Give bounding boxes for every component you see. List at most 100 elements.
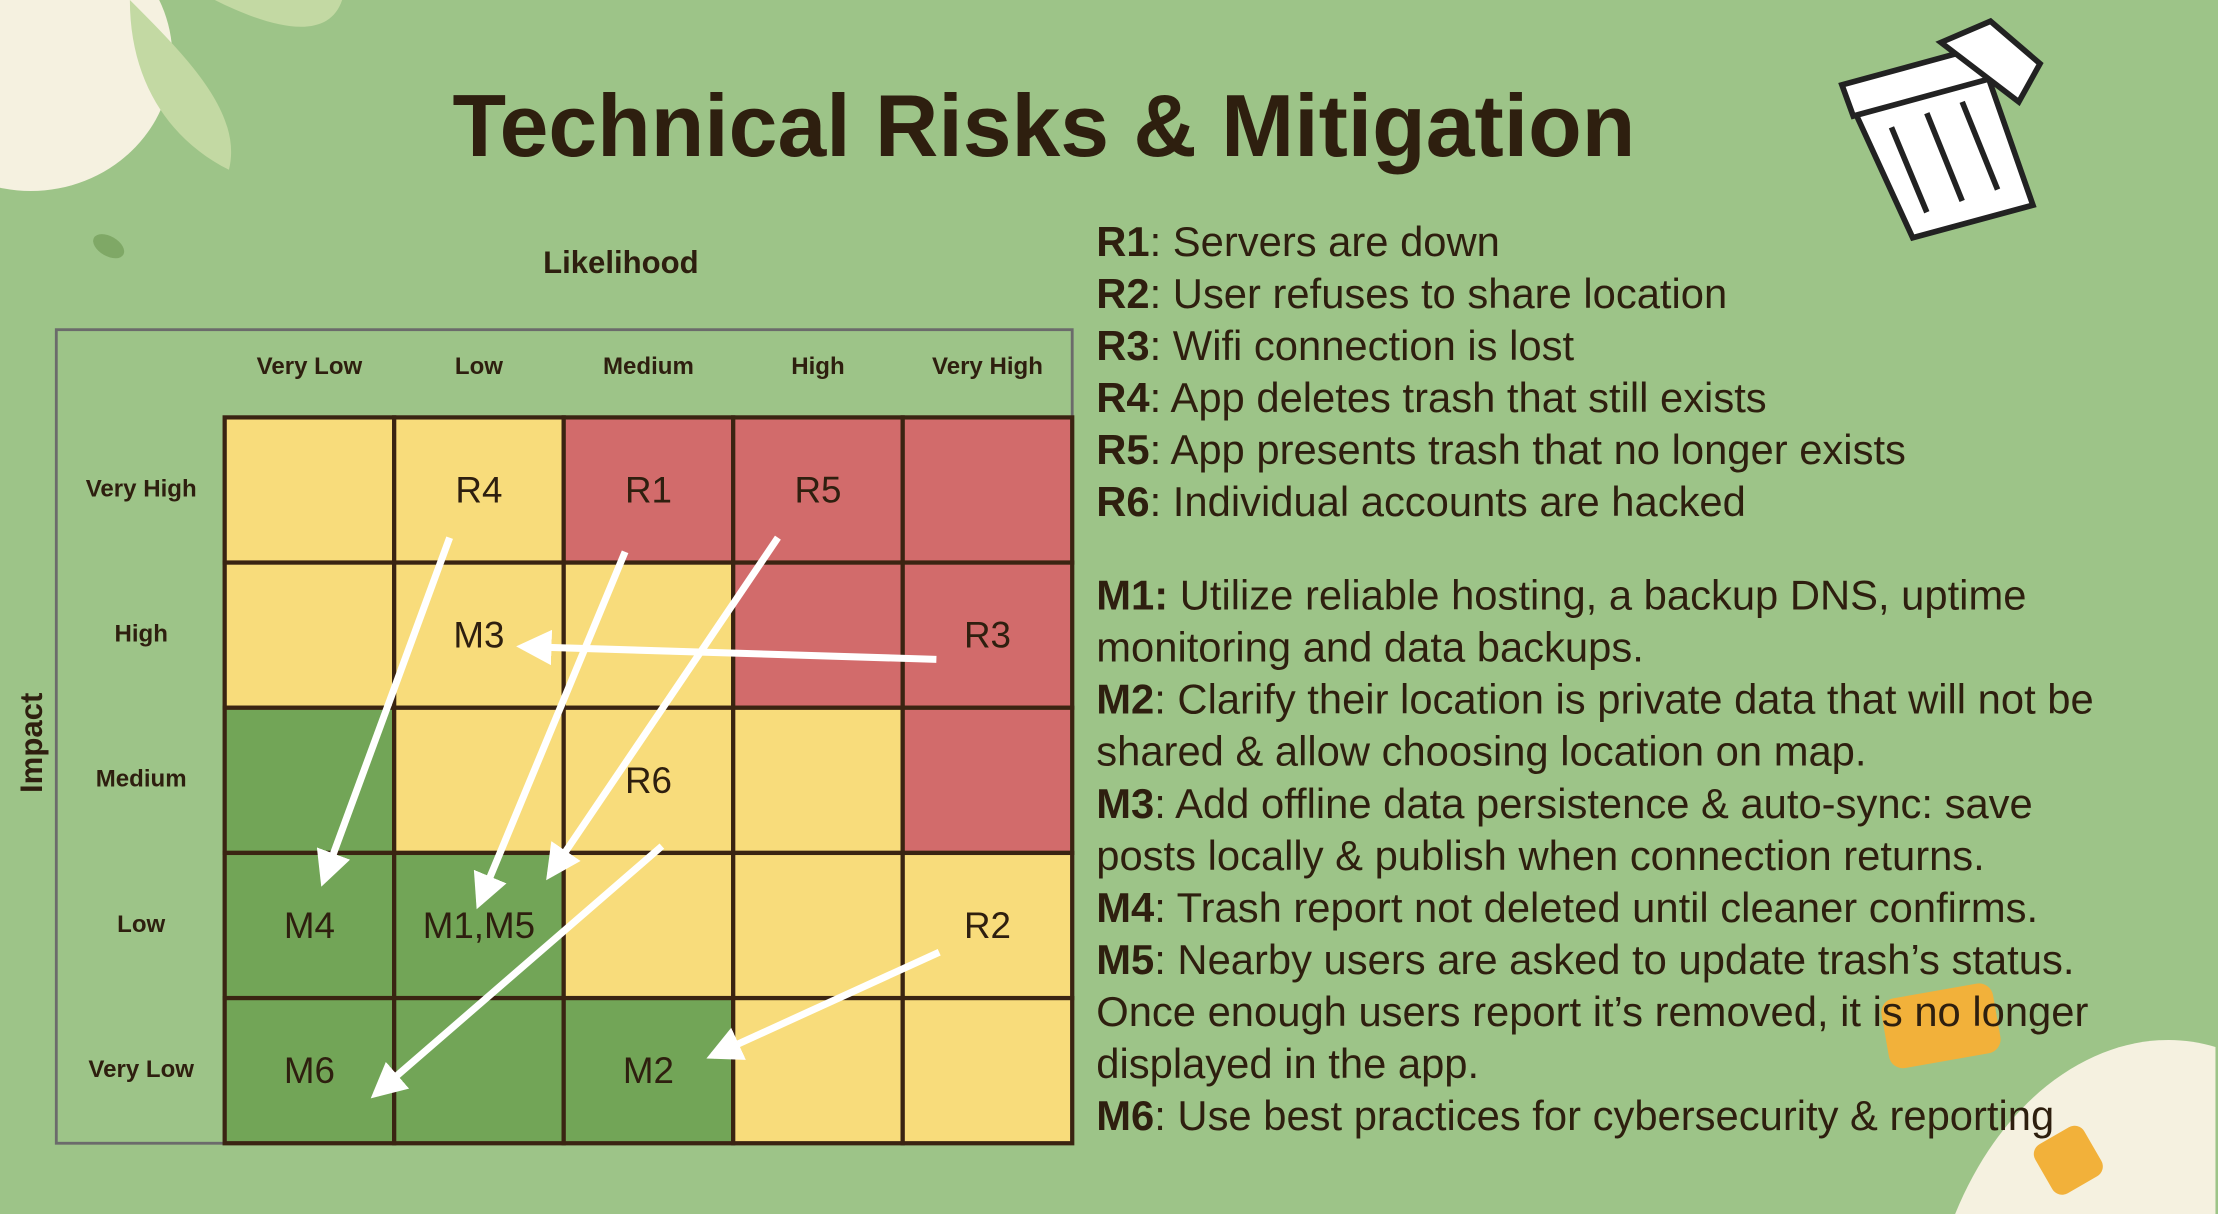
definition-text: : Servers are down [1150, 218, 1500, 265]
y-axis-label: Impact [14, 693, 49, 793]
definition-line: M5: Nearby users are asked to update tra… [1096, 936, 2074, 983]
definition-text: : Individual accounts are hacked [1150, 478, 1746, 525]
definition-line: M2: Clarify their location is private da… [1096, 676, 2093, 723]
matrix-cell [392, 705, 566, 856]
row-label: Very Low [88, 1056, 194, 1083]
definition-line: R5: App presents trash that no longer ex… [1096, 426, 1906, 473]
arrow [706, 949, 941, 1060]
matrix-cell [900, 850, 1075, 1001]
matrix-cell [222, 995, 397, 1146]
cell-label: M4 [284, 905, 335, 946]
trash-icon [1838, 17, 2044, 242]
decor-leaf [129, 0, 343, 170]
row-label: Very High [86, 475, 197, 502]
matrix-cell [900, 705, 1075, 856]
definition-line: monitoring and data backups. [1096, 624, 1644, 671]
definition-code: M6 [1096, 1092, 1154, 1139]
arrow [316, 536, 453, 887]
definition-text: : Nearby users are asked to update trash… [1154, 936, 2074, 983]
x-axis-label: Likelihood [543, 245, 699, 280]
cell-label: M2 [623, 1050, 674, 1091]
definition-line: displayed in the app. [1096, 1040, 1479, 1087]
matrix-cell [900, 415, 1075, 565]
definition-line: R6: Individual accounts are hacked [1096, 478, 1746, 525]
matrix-cell [900, 560, 1075, 710]
cell-label: R4 [455, 470, 502, 511]
cell-label: R1 [625, 470, 672, 511]
matrix-cell [392, 995, 566, 1146]
cell-label: R2 [964, 905, 1011, 946]
cell-label: R5 [794, 470, 841, 511]
cell-label: M1,M5 [423, 905, 535, 946]
definition-line: R2: User refuses to share location [1096, 270, 1727, 317]
definition-line: M1: Utilize reliable hosting, a backup D… [1096, 572, 2026, 619]
definition-code: R4 [1096, 374, 1149, 421]
matrix-cell [561, 850, 736, 1001]
matrix-cell [222, 705, 397, 856]
matrix-cell [900, 995, 1075, 1146]
matrix: Very Low Low Medium High Very High Very High H… [86, 353, 1075, 1146]
cell-label: R6 [625, 760, 672, 801]
definition-line: M6: Use best practices for cybersecurity… [1096, 1092, 2054, 1139]
definition-text: shared & allow choosing location on map. [1096, 728, 1866, 775]
row-label: High [114, 621, 167, 648]
matrix-cell [561, 995, 736, 1146]
definition-text: : User refuses to share location [1150, 270, 1728, 317]
matrix-cell [731, 850, 905, 1001]
matrix-cell [222, 560, 397, 710]
matrix-cell [731, 560, 905, 710]
definition-line: shared & allow choosing location on map. [1096, 728, 1866, 775]
definition-code: R6 [1096, 478, 1149, 525]
definition-text: monitoring and data backups. [1096, 624, 1644, 671]
decor-blob [1955, 1039, 2216, 1214]
definition-code: R5 [1096, 426, 1149, 473]
decor-can [1881, 983, 2001, 1069]
arrow [546, 535, 781, 881]
definition-line: R1: Servers are down [1096, 218, 1500, 265]
definition-code: M5 [1096, 936, 1154, 983]
column-label: High [791, 353, 844, 380]
arrow [370, 843, 665, 1099]
decor-leaf [93, 234, 125, 259]
matrix-cell [731, 415, 905, 565]
definition-text: posts locally & publish when connection … [1096, 832, 1985, 879]
title: Technical Risks & Mitigation [453, 77, 1636, 175]
column-label: Very High [932, 353, 1043, 380]
definition-text: : Use best practices for cybersecurity &… [1154, 1092, 2054, 1139]
definition-text: : App presents trash that no longer exis… [1150, 426, 1906, 473]
matrix-cell [731, 995, 905, 1146]
definition-code: M2 [1096, 676, 1154, 723]
definition-code: M1: [1096, 572, 1168, 619]
definition-text: : Wifi connection is lost [1150, 322, 1575, 369]
definition-text: : Add offline data persistence & auto-sy… [1154, 780, 2033, 827]
cell-label: M6 [284, 1050, 335, 1091]
arrows [316, 535, 941, 1099]
definition-code: R2 [1096, 270, 1149, 317]
definition-line: Once enough users report it’s removed, i… [1096, 988, 2088, 1035]
definition-text: Utilize reliable hosting, a backup DNS, … [1168, 572, 2026, 619]
definition-line: posts locally & publish when connection … [1096, 832, 1985, 879]
definition-line: R4: App deletes trash that still exists [1096, 374, 1766, 421]
decor-blob [0, 0, 173, 191]
definition-text: : App deletes trash that still exists [1150, 374, 1767, 421]
cell-label: R3 [964, 615, 1011, 656]
definition-code: M3 [1096, 780, 1154, 827]
definition-text: : Trash report not deleted until cleaner… [1154, 884, 2038, 931]
arrow [516, 629, 937, 666]
matrix-cell [392, 415, 566, 565]
definition-line: R3: Wifi connection is lost [1096, 322, 1574, 369]
definition-line: M3: Add offline data persistence & auto-… [1096, 780, 2033, 827]
matrix-cell [731, 705, 905, 856]
definition-code: R1 [1096, 218, 1149, 265]
column-label: Low [455, 353, 503, 380]
row-label: Medium [96, 766, 187, 793]
definition-text: Once enough users report it’s removed, i… [1096, 988, 2088, 1035]
definition-text: displayed in the app. [1096, 1040, 1479, 1087]
decor-can [2033, 1125, 2103, 1195]
column-label: Very Low [257, 353, 363, 380]
definition-text: : Clarify their location is private data… [1154, 676, 2093, 723]
arrow [473, 550, 629, 910]
